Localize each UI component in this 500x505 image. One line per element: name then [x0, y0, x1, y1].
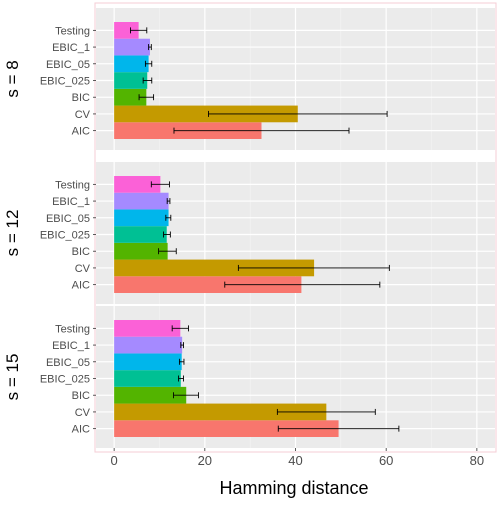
y-tick-label: CV [75, 407, 91, 419]
y-tick-label: EBIC_025 [40, 374, 90, 386]
bar-cv [114, 259, 315, 277]
bar-ebic-025 [114, 72, 148, 89]
bar-aic [114, 276, 302, 293]
x-axis: 0 20 40 60 80 [111, 448, 484, 468]
bar-ebic-1 [114, 192, 169, 210]
bar-ebic-05 [114, 209, 169, 227]
bar-bic [114, 88, 147, 106]
y-tick-label: BIC [72, 390, 90, 402]
x-tick-label: 40 [288, 453, 302, 468]
y-tick-label: EBIC_1 [52, 196, 90, 208]
y-tick-label: EBIC_1 [52, 42, 90, 54]
facet-panel: AIC CV BIC EBIC_025 EBIC_05 EBIC_1 Testing s = … [3, 306, 495, 448]
y-tick-label: CV [75, 263, 91, 275]
x-tick-label: 80 [470, 453, 484, 468]
bar-aic [114, 420, 339, 437]
facet-panel: AIC CV BIC EBIC_025 EBIC_05 EBIC_1 Testing s = … [3, 8, 495, 150]
bar-cv [114, 105, 298, 123]
bar-testing [114, 22, 139, 39]
plot-border [94, 2, 497, 453]
y-tick-label: EBIC_025 [40, 230, 90, 242]
y-tick-label: Testing [55, 179, 90, 191]
x-tick-label: 0 [111, 453, 118, 468]
bar-ebic-025 [114, 226, 167, 243]
panels-layer: AIC CV BIC EBIC_025 EBIC_05 EBIC_1 Testing s = … [3, 8, 495, 448]
bar-testing [114, 176, 161, 193]
bar-bic [114, 386, 187, 404]
y-tick-label: AIC [72, 280, 90, 292]
y-tick-label: EBIC_1 [52, 340, 90, 352]
y-tick-label: EBIC_05 [46, 213, 90, 225]
y-tick-label: Testing [55, 25, 90, 37]
y-tick-label: Testing [55, 323, 90, 335]
facet-label: s = 12 [3, 210, 22, 257]
y-tick-label: BIC [72, 246, 90, 258]
facet-label: s = 8 [3, 60, 22, 97]
facet-label: s = 15 [3, 354, 22, 401]
facet-panel: AIC CV BIC EBIC_025 EBIC_05 EBIC_1 Testing s = … [3, 162, 495, 304]
bar-ebic-025 [114, 370, 181, 387]
y-tick-label: EBIC_05 [46, 357, 90, 369]
bar-bic [114, 242, 168, 260]
y-tick-label: CV [75, 109, 91, 121]
bar-cv [114, 403, 327, 421]
bar-ebic-05 [114, 55, 149, 73]
y-tick-label: AIC [72, 126, 90, 138]
bar-ebic-05 [114, 353, 182, 371]
bar-ebic-1 [114, 38, 150, 56]
x-tick-label: 20 [198, 453, 212, 468]
x-tick-label: 60 [379, 453, 393, 468]
y-tick-label: BIC [72, 92, 90, 104]
y-tick-label: AIC [72, 424, 90, 436]
y-tick-label: EBIC_05 [46, 59, 90, 71]
bar-ebic-1 [114, 336, 183, 354]
y-tick-label: EBIC_025 [40, 76, 90, 88]
x-axis-title: Hamming distance [219, 478, 368, 498]
bar-testing [114, 320, 181, 337]
